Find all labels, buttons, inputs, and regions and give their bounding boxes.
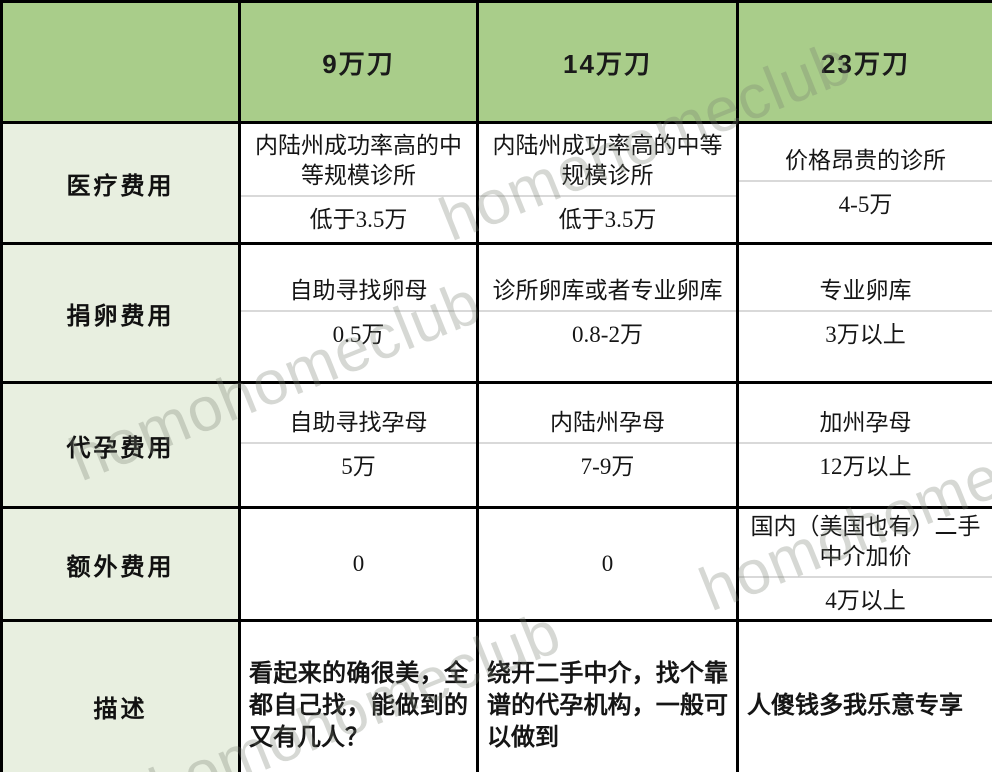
table-row: 医疗费用 内陆州成功率高的中等规模诊所 低于3.5万 内陆州成功率高的中等规模诊… bbox=[0, 121, 992, 245]
cell-top-text: 加州孕母 bbox=[739, 408, 992, 444]
cell-bottom-text: 12万以上 bbox=[819, 454, 912, 479]
cell-description-text: 人傻钱多我乐意专享 bbox=[747, 691, 963, 719]
cell-top-text: 诊所卵库或者专业卵库 bbox=[479, 276, 736, 312]
row-label-description: 描述 bbox=[0, 619, 241, 772]
cell-description-plan-9: 看起来的确很美，全都自己找，能做到的又有几人？ bbox=[238, 619, 479, 772]
table-row: 捐卵费用 自助寻找卵母 0.5万 诊所卵库或者专业卵库 0.8-2万 专业卵库 bbox=[0, 242, 992, 384]
cell-bottom-text: 低于3.5万 bbox=[309, 206, 408, 232]
cell-top-text: 内陆州成功率高的中等规模诊所 bbox=[479, 131, 736, 197]
cell-top-text: 自助寻找孕母 bbox=[241, 408, 476, 444]
table-row: 额外费用 0 0 国内（美国也有）二手中介加价 4万以上 bbox=[0, 506, 992, 622]
table-row: 描述 看起来的确很美，全都自己找，能做到的又有几人？ 绕开二手中介，找个靠谱的代… bbox=[0, 619, 992, 772]
cell-top-text: 专业卵库 bbox=[739, 276, 992, 312]
cell-bottom-text: 5万 bbox=[341, 454, 376, 479]
cell-egg-plan-9: 自助寻找卵母 0.5万 bbox=[238, 242, 479, 384]
cell-bottom-text: 0.5万 bbox=[332, 322, 385, 347]
cell-extra-plan-14: 0 bbox=[476, 506, 739, 622]
row-label-egg-donation: 捐卵费用 bbox=[0, 242, 241, 384]
cell-top-text: 价格昂贵的诊所 bbox=[739, 146, 992, 182]
cell-egg-plan-23: 专业卵库 3万以上 bbox=[736, 242, 992, 384]
header-plan-9: 9万刀 bbox=[238, 0, 479, 124]
cell-top-text: 自助寻找卵母 bbox=[241, 276, 476, 312]
cell-value-text: 0 bbox=[352, 551, 365, 577]
row-label-extra-fees: 额外费用 bbox=[0, 506, 241, 622]
cell-bottom-text: 0.8-2万 bbox=[572, 322, 643, 347]
header-plan-14: 14万刀 bbox=[476, 0, 739, 124]
cell-bottom-text: 低于3.5万 bbox=[558, 206, 657, 232]
cell-egg-plan-14: 诊所卵库或者专业卵库 0.8-2万 bbox=[476, 242, 739, 384]
cell-medical-plan-14: 内陆州成功率高的中等规模诊所 低于3.5万 bbox=[476, 121, 739, 245]
cell-value-text: 0 bbox=[601, 551, 614, 577]
cell-description-plan-23: 人傻钱多我乐意专享 bbox=[736, 619, 992, 772]
cell-top-text: 内陆州孕母 bbox=[479, 408, 736, 444]
cell-top-text: 国内（美国也有）二手中介加价 bbox=[739, 512, 992, 578]
header-corner-cell bbox=[0, 0, 241, 124]
cell-surrogacy-plan-9: 自助寻找孕母 5万 bbox=[238, 381, 479, 509]
header-plan-23: 23万刀 bbox=[736, 0, 992, 124]
cell-top-text: 内陆州成功率高的中等规模诊所 bbox=[241, 131, 476, 197]
cell-bottom-text: 4万以上 bbox=[825, 587, 906, 613]
cell-extra-plan-23: 国内（美国也有）二手中介加价 4万以上 bbox=[736, 506, 992, 622]
cell-description-text: 看起来的确很美，全都自己找，能做到的又有几人？ bbox=[249, 659, 468, 752]
cell-description-plan-14: 绕开二手中介，找个靠谱的代孕机构，一般可以做到 bbox=[476, 619, 739, 772]
cell-description-text: 绕开二手中介，找个靠谱的代孕机构，一般可以做到 bbox=[487, 659, 728, 752]
cell-bottom-text: 7-9万 bbox=[580, 454, 635, 479]
cell-medical-plan-9: 内陆州成功率高的中等规模诊所 低于3.5万 bbox=[238, 121, 479, 245]
cell-surrogacy-plan-14: 内陆州孕母 7-9万 bbox=[476, 381, 739, 509]
row-label-medical: 医疗费用 bbox=[0, 121, 241, 245]
cell-extra-plan-9: 0 bbox=[238, 506, 479, 622]
row-label-surrogacy: 代孕费用 bbox=[0, 381, 241, 509]
cell-bottom-text: 3万以上 bbox=[825, 322, 906, 347]
table-row: 代孕费用 自助寻找孕母 5万 内陆州孕母 7-9万 加州孕母 bbox=[0, 381, 992, 509]
cell-bottom-text: 4-5万 bbox=[838, 192, 893, 217]
cell-surrogacy-plan-23: 加州孕母 12万以上 bbox=[736, 381, 992, 509]
table-header-row: 9万刀 14万刀 23万刀 bbox=[0, 0, 992, 124]
cell-medical-plan-23: 价格昂贵的诊所 4-5万 bbox=[736, 121, 992, 245]
